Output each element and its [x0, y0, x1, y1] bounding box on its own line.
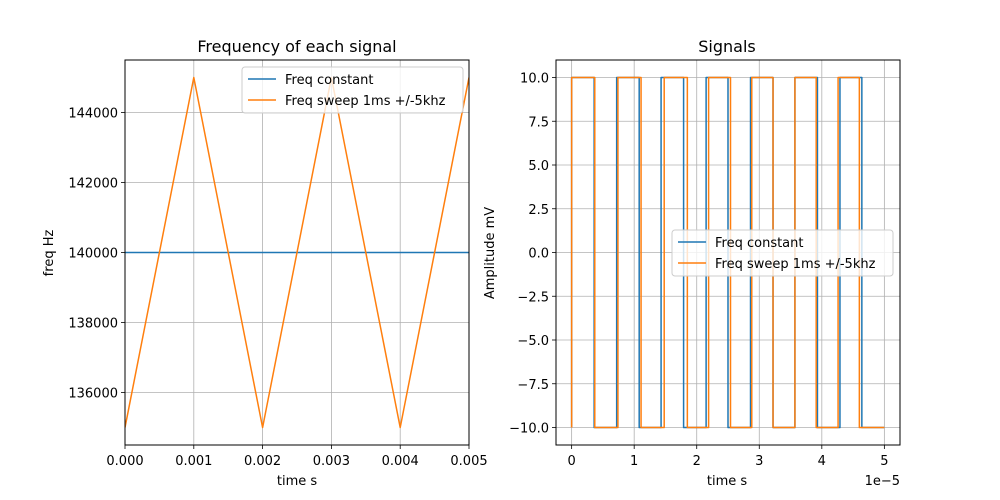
legend-label: Freq constant: [285, 73, 374, 88]
series-line: [125, 76, 469, 429]
legend-box: [671, 229, 894, 277]
x-tick-label: 0.004: [382, 454, 419, 469]
y-tick-label: −5.0: [517, 334, 549, 349]
x-tick-label: 4: [818, 454, 826, 469]
x-tick-label: 2: [693, 454, 701, 469]
y-tick-label: −10.0: [509, 422, 549, 437]
series-group: [125, 76, 469, 429]
y-tick-label: 142000: [68, 177, 118, 192]
legend-label: Freq sweep 1ms +/-5khz: [715, 257, 876, 272]
y-tick-label: 2.5: [528, 203, 549, 218]
x-tick-label: 0.005: [450, 454, 487, 469]
y-tick-label: 0.0: [528, 247, 549, 262]
y-tick-label: 7.5: [528, 115, 549, 130]
y-axis-label: freq Hz: [42, 230, 57, 277]
series-line: [570, 76, 885, 429]
y-tick-label: 140000: [68, 247, 118, 262]
x-tick-label: 0.003: [313, 454, 350, 469]
legend-label: Freq constant: [715, 236, 804, 251]
y-axis-label: Amplitude mV: [483, 207, 498, 299]
x-tick-label: 0: [567, 454, 575, 469]
legend-label: Freq sweep 1ms +/-5khz: [285, 94, 446, 109]
x-axis-label: time s: [707, 474, 748, 489]
y-tick-label: 138000: [68, 317, 118, 332]
x-axis-offset-text: 1e−5: [865, 474, 900, 489]
x-tick-label: 0.001: [175, 454, 212, 469]
legend: Freq constant Freq sweep 1ms +/-5khz: [241, 66, 464, 114]
y-tick-label: −2.5: [517, 290, 549, 305]
x-tick-label: 1: [630, 454, 638, 469]
y-tick-label: 5.0: [528, 159, 549, 174]
y-tick-label: −7.5: [517, 378, 549, 393]
y-tick-label: 144000: [68, 107, 118, 122]
legend-box: [241, 66, 464, 114]
chart-title: Frequency of each signal: [197, 37, 396, 56]
x-tick-label: 0.002: [244, 454, 281, 469]
legend: Freq constant Freq sweep 1ms +/-5khz: [671, 229, 894, 277]
x-tick-label: 0.000: [106, 454, 143, 469]
series-group: [570, 76, 885, 429]
x-axis-label: time s: [277, 474, 318, 489]
frequency-chart: Frequency of each signal time s freq Hz …: [42, 37, 488, 489]
x-tick-label: 3: [755, 454, 763, 469]
y-tick-label: 10.0: [520, 72, 549, 87]
x-tick-label: 5: [880, 454, 888, 469]
y-tick-label: 136000: [68, 387, 118, 402]
chart-title: Signals: [698, 37, 755, 56]
signals-chart: Signals time s Amplitude mV 1e−5 0 1 2 3 4 5 −…: [483, 37, 901, 489]
